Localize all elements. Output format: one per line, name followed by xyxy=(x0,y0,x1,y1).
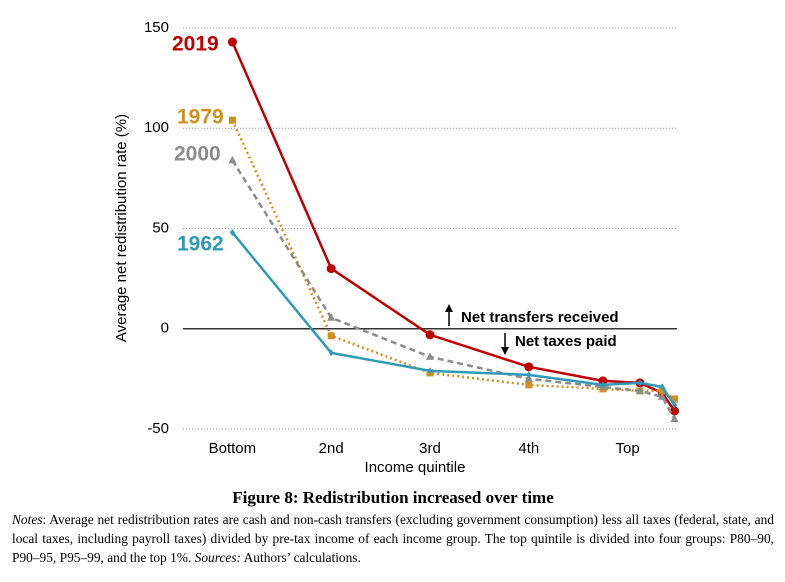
marker xyxy=(659,383,665,391)
marker xyxy=(672,401,678,409)
caption: Figure 8: Redistribution increased over … xyxy=(12,488,774,567)
marker xyxy=(598,376,608,386)
marker xyxy=(524,362,534,372)
y-tick-label: -50 xyxy=(147,420,169,437)
x-tick-label: 2nd xyxy=(319,440,344,457)
marker xyxy=(671,395,679,403)
marker xyxy=(600,381,606,389)
arrow-head xyxy=(501,347,509,355)
arrow-head xyxy=(445,304,453,312)
sources-text: Authors’ calculations. xyxy=(241,550,361,565)
y-tick-label: 150 xyxy=(144,19,169,36)
marker xyxy=(526,371,532,379)
marker xyxy=(658,392,667,400)
notes: Notes: Average net redistribution rates … xyxy=(12,510,774,567)
series-label: 1979 xyxy=(177,106,224,129)
marker xyxy=(670,414,679,422)
x-tick-label: Top xyxy=(616,440,640,457)
marker xyxy=(426,352,434,360)
series-line xyxy=(231,159,676,420)
chart: Average net redistribution rate (%) Inco… xyxy=(113,19,680,476)
x-tick-label: Bottom xyxy=(209,440,257,457)
figure-title: Figure 8: Redistribution increased over … xyxy=(232,488,554,507)
y-tick-label: 0 xyxy=(161,320,169,337)
x-tick-label: 3rd xyxy=(419,440,441,457)
notes-text: : Average net redistribution rates are c… xyxy=(12,512,774,565)
sources-label: Sources: xyxy=(194,550,241,565)
series-label: 2019 xyxy=(172,33,219,56)
marker xyxy=(525,381,533,389)
marker xyxy=(327,332,335,340)
marker xyxy=(425,330,435,340)
marker xyxy=(635,386,644,394)
series-label: 1962 xyxy=(177,233,224,256)
marker xyxy=(328,349,334,357)
series-label: 2000 xyxy=(174,143,221,166)
y-tick-label: 50 xyxy=(152,219,169,236)
marker xyxy=(228,155,237,164)
annotation: Net taxes paid xyxy=(515,333,617,350)
series-line xyxy=(231,41,676,412)
marker xyxy=(637,379,643,387)
marker xyxy=(427,367,433,375)
marker xyxy=(229,229,235,237)
series-line xyxy=(231,231,676,406)
marker xyxy=(326,264,336,274)
marker xyxy=(228,116,236,124)
annotation: Net transfers received xyxy=(461,309,619,326)
y-tick-label: 100 xyxy=(144,119,169,136)
series-line xyxy=(231,119,676,400)
y-axis-label: Average net redistribution rate (%) xyxy=(113,114,130,342)
marker xyxy=(227,37,237,47)
marker xyxy=(658,387,666,395)
notes-label: Notes xyxy=(12,512,43,527)
x-tick-label: 4th xyxy=(518,440,539,457)
marker xyxy=(670,406,680,416)
marker xyxy=(327,313,336,321)
x-axis-label: Income quintile xyxy=(365,459,466,476)
